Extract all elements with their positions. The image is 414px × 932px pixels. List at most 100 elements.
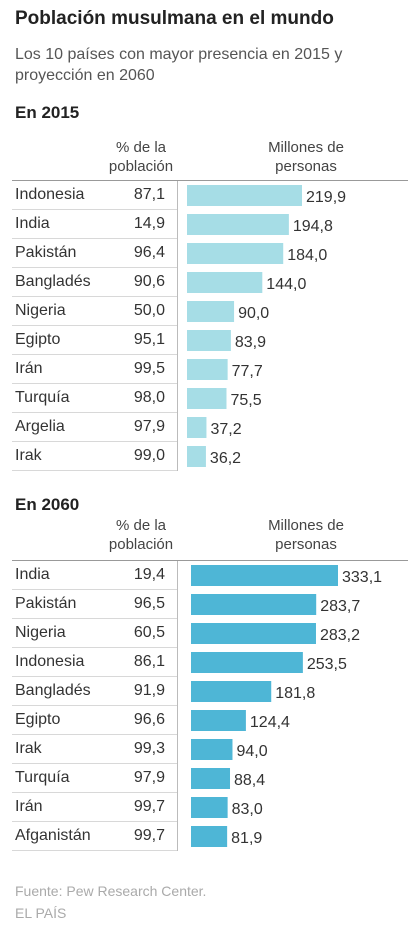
- bar-value-label: 283,7: [320, 598, 360, 615]
- bar: [187, 359, 228, 380]
- bar: [191, 826, 228, 847]
- millions-header-2015: Millones de personas: [268, 139, 344, 175]
- table-row: Turquía 98,0: [12, 384, 177, 413]
- country-label: Indonesia: [15, 186, 85, 203]
- country-label: Nigeria: [15, 302, 66, 319]
- pct-value: 99,5: [133, 360, 165, 377]
- bar: [187, 301, 235, 322]
- table-row: India 14,9: [12, 210, 177, 239]
- table-row: Pakistán 96,5: [12, 590, 177, 619]
- table-row: Irak 99,0: [12, 442, 177, 471]
- bar-value-label: 75,5: [230, 392, 261, 409]
- bar: [191, 565, 338, 586]
- pct-value: 14,9: [133, 215, 165, 232]
- pct-value: 97,9: [133, 418, 165, 435]
- table-row: Nigeria 60,5: [12, 619, 177, 648]
- country-label: Bangladés: [15, 273, 91, 290]
- pct-value: 19,4: [133, 566, 165, 583]
- pct-value: 95,1: [133, 331, 165, 348]
- pct-value: 97,9: [133, 769, 165, 786]
- bar-value-label: 333,1: [342, 569, 382, 586]
- bar-value-label: 37,2: [210, 421, 241, 438]
- table-row: Indonesia 86,1: [12, 648, 177, 677]
- table-row: Egipto 95,1: [12, 326, 177, 355]
- pct-value: 99,7: [133, 827, 165, 844]
- section-title-2060: En 2060: [15, 495, 80, 514]
- chart-subtitle: Los 10 países con mayor presencia en 201…: [15, 46, 343, 84]
- header-rule-2015: [12, 180, 408, 181]
- bars-2015: 219,9 194,8 184,0 144,0 90,0 83,9 77,7 75,5 37,2…: [187, 185, 346, 467]
- table-row: Turquía 97,9: [12, 764, 177, 793]
- country-label: Irak: [15, 447, 42, 464]
- country-label: India: [15, 215, 50, 232]
- pct-header-2060: % de la población: [108, 517, 174, 553]
- country-label: Irak: [15, 740, 42, 757]
- section-title-2015: En 2015: [15, 103, 80, 122]
- table-row: India 19,4: [12, 561, 177, 590]
- country-label: Pakistán: [15, 595, 77, 612]
- table-row: Indonesia 87,1: [12, 181, 177, 210]
- bar: [187, 272, 263, 293]
- bar-value-label: 253,5: [307, 656, 347, 673]
- chart-title: Población musulmana en el mundo: [15, 8, 334, 29]
- bar: [187, 330, 231, 351]
- country-label: Irán: [15, 798, 43, 815]
- bar: [191, 797, 228, 818]
- table-row: Bangladés 91,9: [12, 677, 177, 706]
- bar-value-label: 83,0: [232, 801, 263, 818]
- bar: [191, 768, 231, 789]
- pct-value: 99,3: [133, 740, 165, 757]
- table-row: Bangladés 90,6: [12, 268, 177, 297]
- country-label: Bangladés: [15, 682, 91, 699]
- bar: [187, 388, 227, 409]
- bar-value-label: 90,0: [238, 305, 269, 322]
- country-label: India: [15, 566, 50, 583]
- pct-value: 98,0: [133, 389, 165, 406]
- table-row: Argelia 97,9: [12, 413, 177, 442]
- table-row: Afganistán 99,7: [12, 822, 177, 851]
- country-label: Turquía: [15, 389, 70, 406]
- pct-value: 99,0: [133, 447, 165, 464]
- bar: [187, 243, 284, 264]
- millions-header-2060: Millones de personas: [268, 517, 344, 553]
- pct-value: 50,0: [133, 302, 165, 319]
- bar-value-label: 88,4: [234, 772, 265, 789]
- bar: [187, 446, 206, 467]
- table-row: Pakistán 96,4: [12, 239, 177, 268]
- bar: [191, 594, 317, 615]
- column-divider-2060: [177, 561, 178, 851]
- bar-value-label: 124,4: [250, 714, 290, 731]
- pct-value: 86,1: [133, 653, 165, 670]
- country-label: Argelia: [15, 418, 65, 435]
- table-row: Egipto 96,6: [12, 706, 177, 735]
- pct-value: 96,6: [133, 711, 165, 728]
- table-row: Nigeria 50,0: [12, 297, 177, 326]
- pct-value: 99,7: [133, 798, 165, 815]
- source-note: Fuente: Pew Research Center.: [15, 883, 207, 899]
- column-divider-2015: [177, 181, 178, 471]
- bar-value-label: 144,0: [266, 276, 306, 293]
- country-label: Nigeria: [15, 624, 66, 641]
- bar-value-label: 81,9: [231, 830, 262, 847]
- pct-value: 96,4: [133, 244, 165, 261]
- pct-value: 90,6: [133, 273, 165, 290]
- table-row: Irán 99,7: [12, 793, 177, 822]
- bar-value-label: 36,2: [210, 450, 241, 467]
- bar-value-label: 194,8: [293, 218, 333, 235]
- bar: [187, 185, 302, 206]
- bar-value-label: 77,7: [232, 363, 263, 380]
- country-label: Pakistán: [15, 244, 77, 261]
- bar: [191, 710, 246, 731]
- bar: [191, 739, 233, 760]
- bar-value-label: 83,9: [235, 334, 266, 351]
- pct-value: 87,1: [133, 186, 165, 203]
- bar-value-label: 94,0: [236, 743, 267, 760]
- bar-value-label: 219,9: [306, 189, 346, 206]
- country-label: Irán: [15, 360, 43, 377]
- bar: [191, 652, 303, 673]
- country-label: Turquía: [15, 769, 70, 786]
- pct-header-2015: % de la población: [108, 139, 174, 175]
- bars-2060: 333,1 283,7 283,2 253,5 181,8 124,4 94,0 88,4 83…: [191, 565, 382, 847]
- bar-value-label: 184,0: [287, 247, 327, 264]
- header-rule-2060: [12, 560, 408, 561]
